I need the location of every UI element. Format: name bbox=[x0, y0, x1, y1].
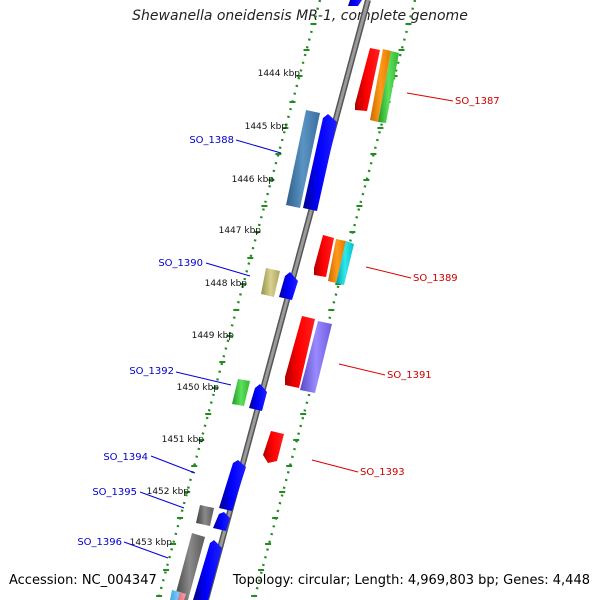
left-dotted-track bbox=[156, 0, 322, 600]
gene-so-1390[interactable] bbox=[261, 268, 298, 300]
gene-so-1395[interactable] bbox=[196, 505, 230, 531]
tick-label: 1447 kbp bbox=[219, 226, 262, 236]
gene-arrow[interactable] bbox=[348, 0, 362, 6]
gene-label-so-1389[interactable]: SO_1389 bbox=[413, 273, 458, 284]
tick-label: 1449 kbp bbox=[192, 331, 235, 341]
gene-so-1394[interactable] bbox=[219, 460, 246, 511]
gene-so-1388[interactable] bbox=[286, 110, 337, 211]
gene-label-so-1396[interactable]: SO_1396 bbox=[77, 537, 122, 548]
gene-so-1387[interactable] bbox=[355, 48, 399, 123]
gene-label-so-1393[interactable]: SO_1393 bbox=[360, 467, 405, 478]
tick-labels: 1444 kbp 1445 kbp 1446 kbp 1447 kbp 1448… bbox=[130, 69, 301, 548]
tick-label: 1450 kbp bbox=[177, 383, 220, 393]
gene-so-1396[interactable] bbox=[170, 533, 222, 600]
gene-so-1392[interactable] bbox=[232, 379, 267, 411]
gene-so-1391[interactable] bbox=[285, 316, 332, 393]
gene-label-so-1394[interactable]: SO_1394 bbox=[103, 452, 148, 463]
gene-label-so-1391[interactable]: SO_1391 bbox=[387, 370, 432, 381]
tick-label: 1453 kbp bbox=[130, 538, 173, 548]
gene-so-1393[interactable] bbox=[263, 431, 284, 463]
gene-label-so-1395[interactable]: SO_1395 bbox=[92, 487, 137, 498]
gene-label-so-1387[interactable]: SO_1387 bbox=[455, 96, 500, 107]
tick-label: 1451 kbp bbox=[162, 435, 205, 445]
tick-label: 1445 kbp bbox=[245, 122, 288, 132]
gene-label-so-1388[interactable]: SO_1388 bbox=[189, 135, 234, 146]
tick-label: 1448 kbp bbox=[205, 279, 248, 289]
gene-label-so-1390[interactable]: SO_1390 bbox=[158, 258, 203, 269]
map-title: Shewanella oneidensis MR-1, complete gen… bbox=[132, 8, 468, 24]
tick-label: 1452 kbp bbox=[147, 487, 190, 497]
tick-label: 1446 kbp bbox=[232, 175, 275, 185]
gene-label-so-1392[interactable]: SO_1392 bbox=[129, 366, 174, 377]
accession-text: Accession: NC_004347 bbox=[9, 573, 157, 588]
tick-label: 1444 kbp bbox=[258, 69, 301, 79]
gene-so-1389[interactable] bbox=[314, 235, 354, 285]
gene-labels-right: SO_1387 SO_1389 SO_1391 SO_1393 bbox=[360, 96, 500, 478]
leader-lines bbox=[123, 92, 454, 559]
gene-labels-left: SO_1388 SO_1390 SO_1392 SO_1394 SO_1395 … bbox=[77, 135, 234, 548]
topology-text: Topology: circular; Length: 4,969,803 bp… bbox=[232, 573, 590, 588]
